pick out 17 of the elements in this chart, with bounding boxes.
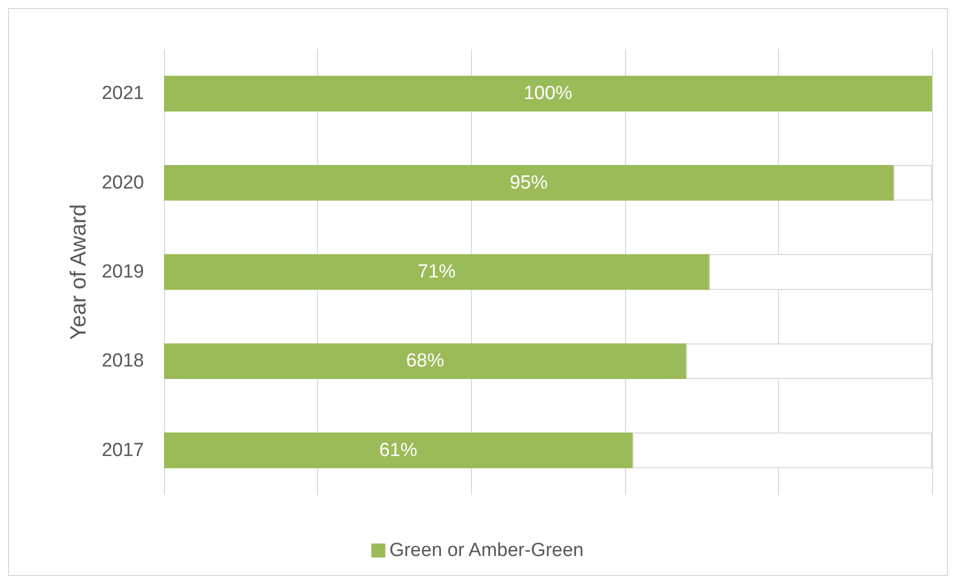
data-label: 95% (510, 172, 548, 194)
y-axis-title: Year of Award (66, 204, 90, 340)
y-tick-label: 2019 (102, 262, 144, 282)
y-tick-label: 2020 (102, 172, 144, 194)
data-label: 61% (379, 440, 418, 461)
bar (164, 76, 932, 112)
data-label: 71% (418, 262, 456, 282)
y-tick-label: 2018 (102, 350, 144, 372)
data-label: 68% (406, 350, 444, 372)
bar (164, 164, 894, 201)
bar (164, 432, 632, 468)
y-tick-label: 2017 (102, 440, 144, 461)
legend-label: Green or Amber-Green (389, 540, 584, 561)
bar (164, 254, 710, 290)
y-tick-label: 2021 (102, 83, 144, 104)
bar (164, 343, 686, 380)
data-label: 100% (524, 83, 572, 104)
